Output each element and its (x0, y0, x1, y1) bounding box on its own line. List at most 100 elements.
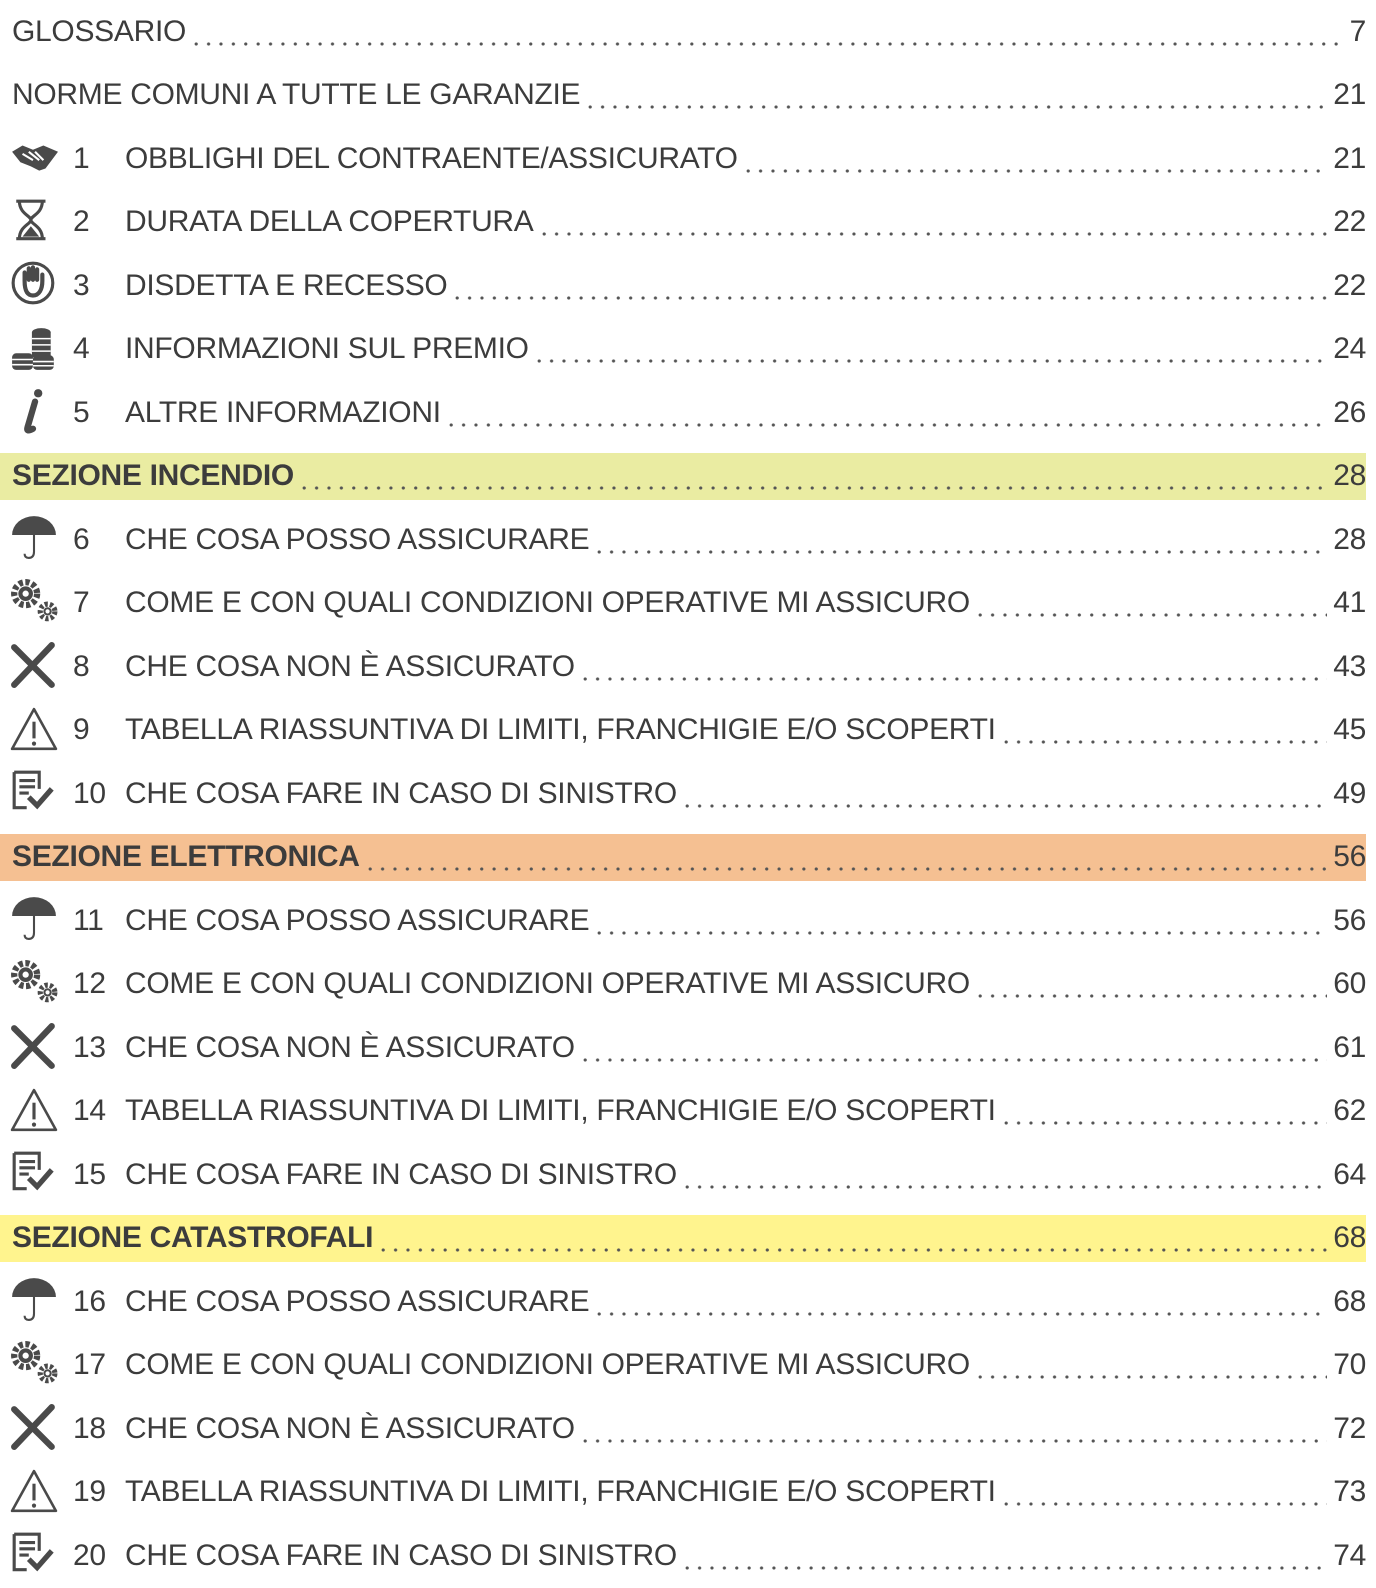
entry-title: CHE COSA POSSO ASSICURARE (125, 522, 590, 556)
toc-entry: 13 CHE COSA NON È ASSICURATO 61 (0, 1016, 1366, 1080)
toc-entry: 16 CHE COSA POSSO ASSICURARE 68 (0, 1270, 1366, 1334)
page-number: 72 (1333, 1411, 1366, 1445)
toc-entry: 4 INFORMAZIONI SUL PREMIO 24 (0, 318, 1366, 382)
icon-coins (12, 327, 54, 370)
dot-leader (444, 397, 1328, 428)
entry-number: 13 (73, 1030, 106, 1064)
page-number: 43 (1333, 649, 1366, 683)
entry-number: 14 (73, 1094, 106, 1128)
page-number: 21 (1333, 141, 1366, 175)
icon-umbrella (12, 1278, 56, 1321)
entry-title: CHE COSA NON È ASSICURATO (125, 649, 575, 683)
entry-title: INFORMAZIONI SUL PREMIO (125, 332, 529, 366)
entry-number: 15 (73, 1157, 106, 1191)
toc-entry: 2 DURATA DELLA COPERTURA 22 (0, 191, 1366, 255)
toc-entry: NORME COMUNI A TUTTE LE GARANZIE 21 (0, 64, 1366, 128)
dot-leader (973, 1350, 1328, 1381)
toc-entry: 1 OBBLIGHI DEL CONTRAENTE/ASSICURATO 21 (0, 127, 1366, 191)
toc-entry: 6 CHE COSA POSSO ASSICURARE 28 (0, 508, 1366, 572)
dot-leader (593, 1286, 1328, 1317)
entry-number: 9 (73, 713, 90, 747)
toc-entry: 8 CHE COSA NON È ASSICURATO 43 (0, 635, 1366, 699)
page-number: 73 (1333, 1475, 1366, 1509)
dot-leader (584, 80, 1328, 111)
entry-number: 12 (73, 967, 106, 1001)
toc-entry: 9 TABELLA RIASSUNTIVA DI LIMITI, FRANCHIG… (0, 699, 1366, 763)
page-number: 61 (1333, 1030, 1366, 1064)
dot-leader (999, 1477, 1328, 1508)
dot-leader (973, 588, 1328, 619)
entry-number: 2 (73, 205, 90, 239)
entry-number: 16 (73, 1284, 106, 1318)
icon-doc (12, 1532, 54, 1572)
icon-x (11, 1023, 55, 1069)
dot-leader (532, 334, 1328, 365)
entry-title: TABELLA RIASSUNTIVA DI LIMITI, FRANCHIGI… (125, 1094, 996, 1128)
toc-entry: GLOSSARIO 7 (0, 0, 1366, 64)
entry-title: TABELLA RIASSUNTIVA DI LIMITI, FRANCHIGI… (125, 713, 996, 747)
dot-leader (578, 1413, 1328, 1444)
page-number: 28 (1333, 459, 1366, 493)
dot-leader (377, 1223, 1328, 1254)
icon-gears (11, 578, 58, 621)
toc-entry: 19 TABELLA RIASSUNTIVA DI LIMITI, FRANCHI… (0, 1461, 1366, 1525)
dot-leader (537, 207, 1328, 238)
page-number: 74 (1333, 1538, 1366, 1572)
dot-leader (297, 461, 1328, 492)
toc-entry: 18 CHE COSA NON È ASSICURATO 72 (0, 1397, 1366, 1461)
entry-title: DISDETTA E RECESSO (125, 268, 448, 302)
entry-number: 19 (73, 1475, 106, 1509)
page-number: 64 (1333, 1157, 1366, 1191)
entry-title: CHE COSA FARE IN CASO DI SINISTRO (125, 1538, 677, 1572)
page-number: 22 (1333, 205, 1366, 239)
toc-entry: 7 COME E CON QUALI CONDIZIONI OPERATIVE M… (0, 572, 1366, 636)
dot-leader (190, 16, 1344, 47)
entry-number: 5 (73, 395, 90, 429)
icon-info (24, 389, 43, 434)
entry-title: TABELLA RIASSUNTIVA DI LIMITI, FRANCHIGI… (125, 1475, 996, 1509)
icon-warn (10, 707, 58, 750)
page-number: 28 (1333, 522, 1366, 556)
entry-number: 18 (73, 1411, 106, 1445)
entry-number: 20 (73, 1538, 106, 1572)
dot-leader (578, 651, 1328, 682)
page-number: 56 (1333, 903, 1366, 937)
toc-entry: 5 ALTRE INFORMAZIONI 26 (0, 381, 1366, 445)
entry-title: SEZIONE INCENDIO (12, 459, 294, 493)
icon-umbrella (12, 516, 56, 559)
section-entry: SEZIONE CATASTROFALI 68 (0, 1207, 1366, 1271)
toc-entry: 14 TABELLA RIASSUNTIVA DI LIMITI, FRANCHI… (0, 1080, 1366, 1144)
icon-doc (12, 770, 54, 810)
entry-title: NORME COMUNI A TUTTE LE GARANZIE (12, 78, 581, 112)
page-number: 62 (1333, 1094, 1366, 1128)
icon-x (11, 642, 55, 688)
page-number: 68 (1333, 1284, 1366, 1318)
icon-gears (11, 1340, 58, 1383)
icon-warn (10, 1088, 58, 1131)
entry-title: CHE COSA POSSO ASSICURARE (125, 903, 590, 937)
entry-title: GLOSSARIO (12, 14, 187, 48)
toc-entry: 17 COME E CON QUALI CONDIZIONI OPERATIVE … (0, 1334, 1366, 1398)
toc-entry: 11 CHE COSA POSSO ASSICURARE 56 (0, 889, 1366, 953)
toc-entry: 20 CHE COSA FARE IN CASO DI SINISTRO 74 (0, 1524, 1366, 1588)
entry-title: ALTRE INFORMAZIONI (125, 395, 441, 429)
page-number: 70 (1333, 1348, 1366, 1382)
page-number: 21 (1333, 78, 1366, 112)
entry-number: 6 (73, 522, 90, 556)
dot-leader (680, 1159, 1328, 1190)
entry-title: OBBLIGHI DEL CONTRAENTE/ASSICURATO (125, 141, 738, 175)
page-number: 26 (1333, 395, 1366, 429)
icon-umbrella (12, 897, 56, 940)
entry-title: CHE COSA NON È ASSICURATO (125, 1030, 575, 1064)
dot-leader (593, 524, 1328, 555)
entry-title: CHE COSA NON È ASSICURATO (125, 1411, 575, 1445)
entry-title: COME E CON QUALI CONDIZIONI OPERATIVE MI… (125, 586, 970, 620)
entry-title: SEZIONE CATASTROFALI (12, 1221, 374, 1255)
icon-stop (11, 261, 55, 305)
dot-leader (363, 842, 1328, 873)
entry-number: 1 (73, 141, 90, 175)
entry-number: 7 (73, 586, 90, 620)
entry-title: COME E CON QUALI CONDIZIONI OPERATIVE MI… (125, 967, 970, 1001)
dot-leader (593, 905, 1328, 936)
